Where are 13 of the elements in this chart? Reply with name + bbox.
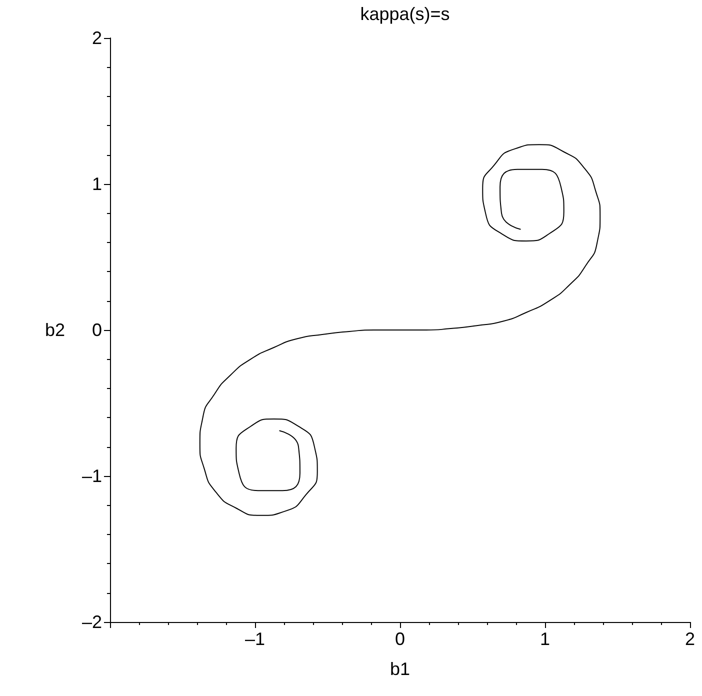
x-tick-label: 1 — [540, 629, 550, 649]
y-tick-label: –2 — [82, 612, 102, 632]
line-series — [199, 144, 601, 516]
x-tick-label: 0 — [394, 629, 406, 649]
y-tick-label: 0 — [92, 320, 102, 340]
y-axis-title: b2 — [44, 320, 65, 340]
y-tick-label: 2 — [92, 28, 102, 48]
y-tick-label: 1 — [92, 174, 102, 194]
x-tick-label: 2 — [684, 629, 696, 649]
chart-title: kappa(s)=s — [360, 4, 450, 24]
x-tick-label: –1 — [244, 629, 266, 649]
y-tick-label: –1 — [82, 466, 102, 486]
x-axis-title: b1 — [390, 659, 410, 679]
